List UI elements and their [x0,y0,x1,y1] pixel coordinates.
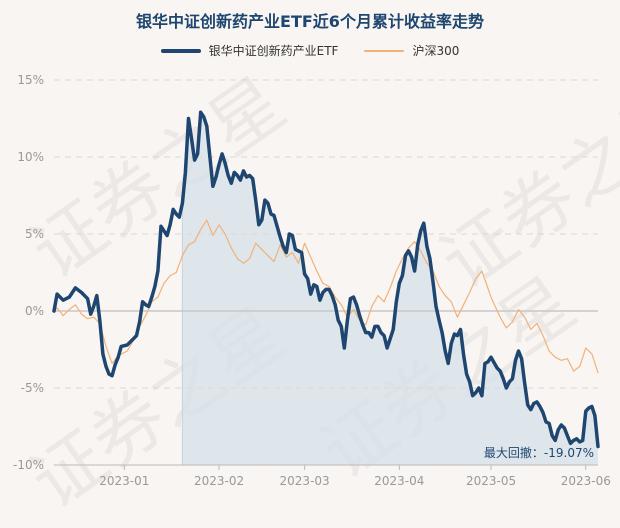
x-tick-label: 2023-04 [374,474,424,488]
y-tick-label: 5% [25,227,44,241]
x-tick-label: 2023-05 [466,474,516,488]
legend-item-hs300[interactable]: 沪深300 [364,42,459,59]
drawdown-area [182,112,598,466]
x-tick-label: 2023-03 [280,474,330,488]
y-tick-label: -10% [13,458,44,472]
x-tick-label: 2023-06 [561,474,611,488]
y-tick-label: 0% [25,304,44,318]
legend-swatch-hs300 [364,49,405,52]
chart-title: 银华中证创新药产业ETF近6个月累计收益率走势 [136,12,484,31]
legend-item-etf[interactable]: 银华中证创新药产业ETF [160,42,339,59]
legend-swatch-etf [160,48,201,53]
x-tick-label: 2023-02 [194,474,244,488]
legend: 银华中证创新药产业ETF 沪深300 [0,42,620,59]
line-chart: 15% 10% 5% 0% -5% -10% 2023-01 2023-02 2023-03 20… [13,73,611,488]
series-line-etf [52,110,600,449]
y-tick-label: 15% [17,73,44,87]
legend-label-etf: 银华中证创新药产业ETF [208,44,339,58]
y-tick-label: 10% [17,150,44,164]
legend-label-hs300: 沪深300 [412,44,460,58]
y-tick-label: -5% [21,381,44,395]
x-tick-label: 2023-01 [99,474,149,488]
max-drawdown-annotation: 最大回撤：-19.07% [484,445,594,460]
series-line-hs300 [53,219,599,374]
